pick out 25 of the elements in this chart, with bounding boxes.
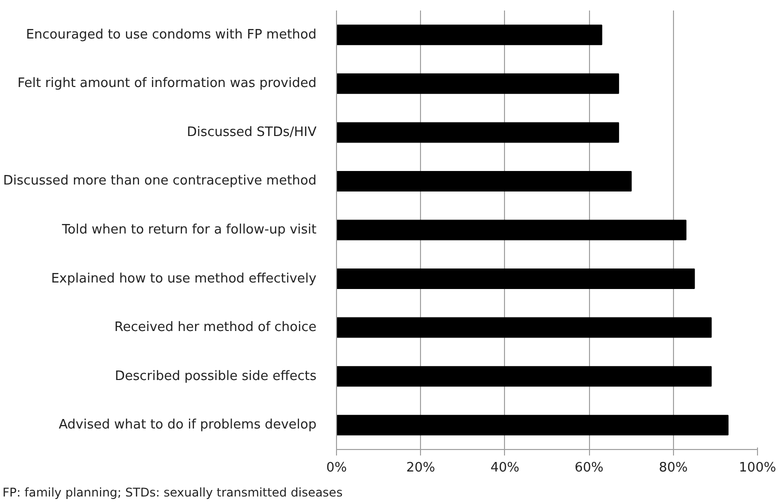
bar xyxy=(336,170,632,192)
bar xyxy=(336,220,686,240)
x-tick-label: 40% xyxy=(490,460,520,476)
y-tick-label: Advised what to do if problems develop xyxy=(58,418,317,433)
y-tick-label: Felt right amount of information was provided xyxy=(18,76,317,92)
y-tick-label: Encouraged to use condoms with FP method xyxy=(26,27,316,42)
x-tick-label: 100% xyxy=(738,460,776,476)
y-tick-label: Discussed STDs/HIV xyxy=(186,124,317,140)
bar xyxy=(336,366,712,387)
bar xyxy=(336,414,729,436)
bar xyxy=(336,268,695,290)
x-tick-label: 80% xyxy=(658,460,688,476)
bar xyxy=(336,73,620,94)
text: FP: family planning; STDs: sexually transmitted diseases xyxy=(2,486,343,500)
bar xyxy=(336,122,620,143)
y-tick-label: Told when to return for a follow-up visit xyxy=(60,222,317,238)
y-tick-label: Described possible side effects xyxy=(114,368,317,384)
y-tick-label: Explained how to use method effectively xyxy=(51,271,317,286)
bar xyxy=(336,317,712,338)
bar xyxy=(336,24,602,46)
x-tick-label: 0% xyxy=(326,460,347,476)
y-tick-label: Received her method of choice xyxy=(114,320,317,336)
x-tick-label: 20% xyxy=(406,460,436,476)
x-tick-label: 60% xyxy=(574,460,604,476)
y-tick-label: Discussed more than one contraceptive method xyxy=(3,174,317,189)
